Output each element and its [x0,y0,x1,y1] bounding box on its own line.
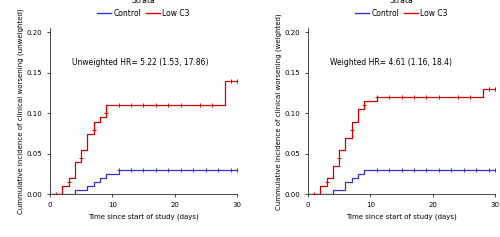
Legend: Control, Low C3: Control, Low C3 [98,0,190,18]
Y-axis label: Cummulative incidence of clinical worsening (unweighted): Cummulative incidence of clinical worsen… [18,9,24,214]
Text: Weighted HR= 4.61 (1.16, 18.4): Weighted HR= 4.61 (1.16, 18.4) [330,58,452,67]
Y-axis label: Cummulative incidence of clinical worsening (weighted): Cummulative incidence of clinical worsen… [276,13,282,210]
Text: Unweighted HR= 5.22 (1.53, 17.86): Unweighted HR= 5.22 (1.53, 17.86) [72,58,209,67]
Legend: Control, Low C3: Control, Low C3 [356,0,448,18]
X-axis label: Time since start of study (days): Time since start of study (days) [88,214,199,220]
X-axis label: Time since start of study (days): Time since start of study (days) [346,214,457,220]
